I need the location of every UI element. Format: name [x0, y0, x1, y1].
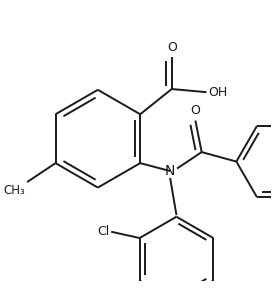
Text: OH: OH — [208, 86, 227, 99]
Text: O: O — [190, 104, 200, 117]
Text: CH₃: CH₃ — [4, 184, 26, 197]
Text: O: O — [167, 41, 177, 54]
Text: N: N — [165, 164, 175, 178]
Text: Cl: Cl — [97, 225, 110, 238]
